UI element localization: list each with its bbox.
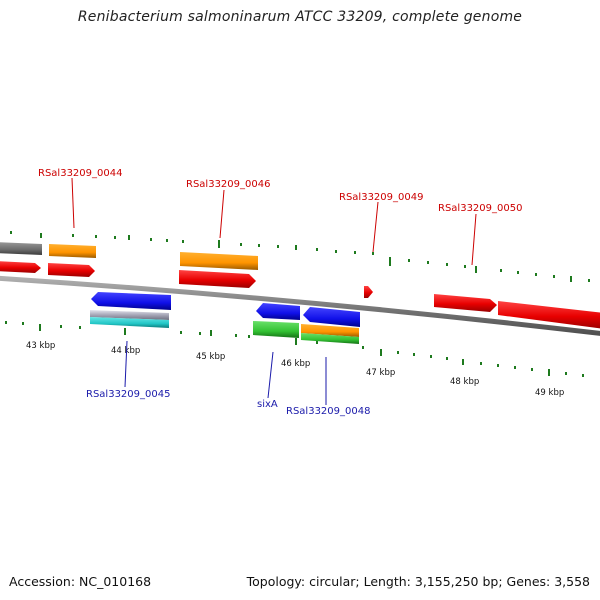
green-feature-sixA <box>253 321 299 338</box>
scale-label-47: 47 kbp <box>366 368 395 378</box>
inner-tick-row <box>5 321 584 377</box>
orange-feature-0046 <box>180 252 258 270</box>
orange-feature-0048 <box>301 324 359 337</box>
genome-backbone <box>0 275 600 336</box>
cds-arrow-0050a <box>434 294 497 312</box>
label-RSal33209_0048: RSal33209_0048 <box>286 406 370 417</box>
forward-label-connectors <box>71 177 477 266</box>
map-title: Renibacterium salmoninarum ATCC 33209, c… <box>77 9 523 25</box>
label-RSal33209_0049: RSal33209_0049 <box>339 192 423 203</box>
label-RSal33209_0045: RSal33209_0045 <box>86 389 170 400</box>
cyan-feature-0045 <box>90 317 169 328</box>
scale-label-46: 46 kbp <box>281 359 310 369</box>
reverse-label-connectors <box>124 340 327 405</box>
cds-arrow-0043 <box>0 261 41 273</box>
cds-arrow-0044 <box>48 263 95 277</box>
scale-label-49: 49 kbp <box>535 388 564 398</box>
scale-label-44: 44 kbp <box>111 346 140 356</box>
label-RSal33209_0046: RSal33209_0046 <box>186 179 270 190</box>
green-feature-0048 <box>301 333 359 344</box>
label-sixA: sixA <box>257 399 278 410</box>
orange-feature-0044 <box>49 244 96 258</box>
grey-feature-0043 <box>0 242 42 255</box>
genome-summary-text: Topology: circular; Length: 3,155,250 bp… <box>246 574 590 589</box>
accession-text: Accession: NC_010168 <box>9 574 152 589</box>
cds-arrow-sixA <box>256 303 300 320</box>
scale-label-45: 45 kbp <box>196 352 225 362</box>
silver-feature-0045 <box>90 310 169 320</box>
label-RSal33209_0050: RSal33209_0050 <box>438 203 522 214</box>
cds-arrow-0049 <box>364 286 373 298</box>
scale-label-43: 43 kbp <box>26 341 55 351</box>
cds-arrow-0048 <box>303 307 360 327</box>
outer-tick-row <box>10 231 590 282</box>
cds-arrow-0045 <box>91 292 171 310</box>
cds-arrow-0050b <box>498 301 600 329</box>
cds-arrow-0046 <box>179 270 256 288</box>
label-RSal33209_0044: RSal33209_0044 <box>38 168 122 179</box>
reverse-feature-track <box>90 292 360 344</box>
scale-label-48: 48 kbp <box>450 377 479 387</box>
forward-feature-track <box>0 242 600 329</box>
